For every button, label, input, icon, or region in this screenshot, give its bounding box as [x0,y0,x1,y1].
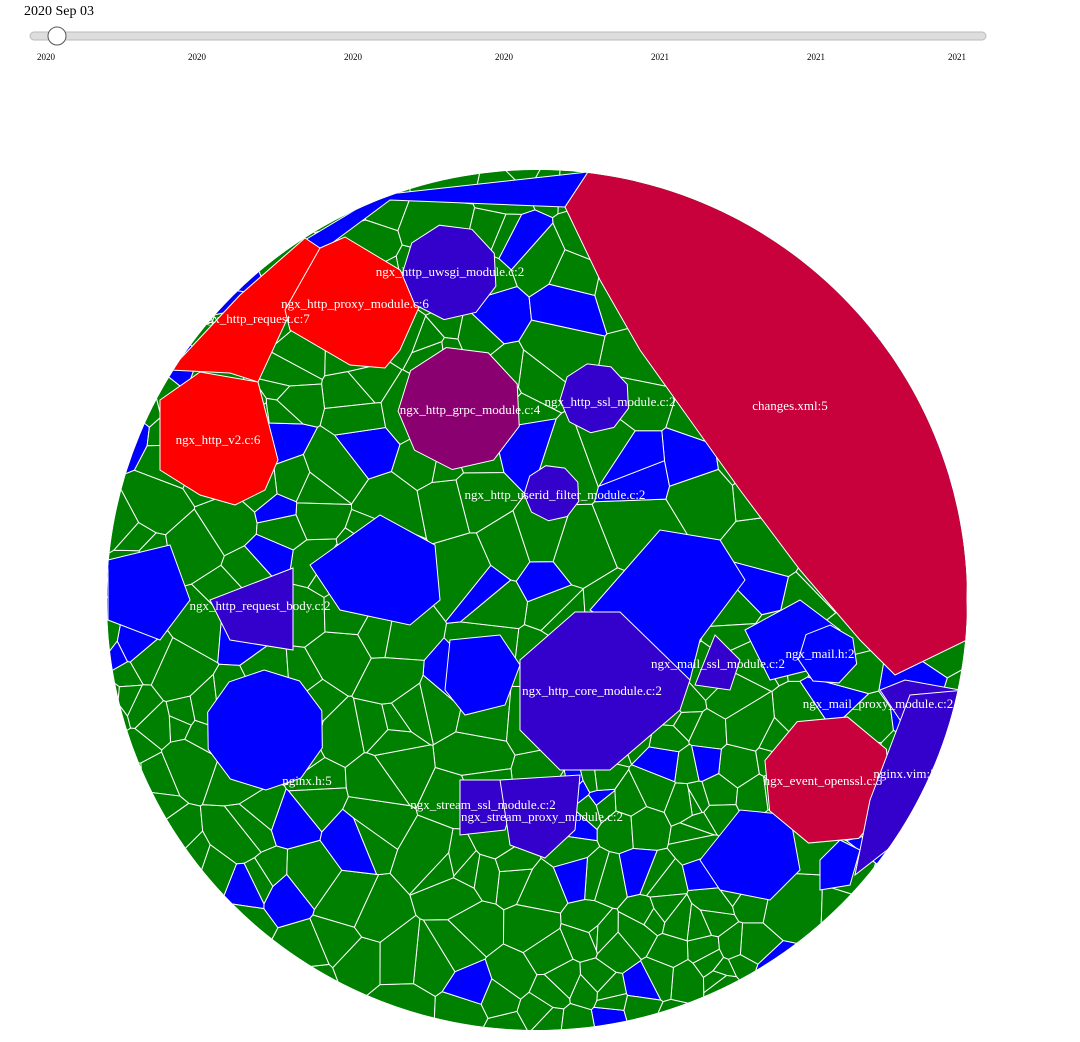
cell [107,802,204,945]
slider-tick-label: 2020 [344,52,363,62]
cell-label: ngx_mail_ssl_module.c:2 [651,656,785,671]
cell [107,830,211,1012]
cell [724,690,775,752]
date-label: 2020 Sep 03 [24,4,94,19]
cell [107,762,144,800]
cell [335,983,436,1030]
cell-label: ngx_http_proxy_module.c:6 [281,296,429,311]
cell [397,347,520,471]
cell [473,853,501,905]
cell [694,634,741,691]
cell [559,363,629,434]
cell-label: ngx_mail.h:2 [786,646,855,661]
cell [209,567,294,651]
cell [499,774,581,859]
cell-label: ngx_http_userid_filter_module.c:2 [465,487,646,502]
cell-label: ngx_mail_proxy_module.c:2 [803,696,954,711]
cell [276,383,325,428]
cell-label: ngx_stream_ssl_module.c:2 [410,797,556,812]
cell [699,909,740,938]
cell-label: ngx_http_request_body.c:2 [189,598,330,613]
cell [523,465,580,522]
cell [558,1002,600,1030]
cell-label: ngx_stream_proxy_module.c:2 [461,809,623,824]
cell [108,170,268,295]
cell-label: ngx_http_core_module.c:2 [522,683,662,698]
cell [528,973,571,1010]
cell [797,624,858,684]
cell [319,808,378,875]
cell [661,893,693,942]
cell [309,914,363,969]
cell [444,634,521,716]
cell-label: ngx_http_request.c:7 [200,311,310,326]
cell-label: changes.xml:5 [752,398,827,413]
cell [480,978,522,1019]
cell [344,752,412,807]
cell [207,669,323,791]
cell [284,236,421,369]
cell [107,170,217,337]
cell [309,514,441,626]
cell [915,766,967,864]
cell [107,790,190,874]
cell [618,847,658,898]
cell-label: ngx_event_openssl.c:5 [764,773,883,788]
cell [862,862,967,997]
cell [748,940,905,1030]
cell [107,901,279,1030]
cell [699,809,801,901]
cell [623,994,664,1030]
cell [819,839,861,891]
cell [552,856,589,904]
cell [107,544,191,641]
cell [819,884,967,1030]
cell-label: ngx_http_grpc_module.c:4 [400,402,541,417]
cell [764,716,892,844]
slider-tick-label: 2021 [651,52,669,62]
cell [351,657,425,705]
slider-tick-label: 2020 [188,52,207,62]
cell-label: nginx.vim:2 [873,766,936,781]
cell [712,956,738,978]
cell [498,209,554,271]
slider-handle[interactable] [47,26,67,46]
cell [595,789,617,824]
cell [596,907,619,955]
slider-track[interactable] [29,31,987,41]
cell [816,170,967,314]
cell [691,744,722,782]
cell [445,564,512,624]
cell-label: ngx_http_v2.c:6 [176,432,261,447]
cell [519,611,691,771]
cell-label: nginx.h:5 [282,773,331,788]
cell [188,963,350,1030]
cell [107,306,162,428]
slider-tick-label: 2021 [807,52,825,62]
cell [255,514,308,551]
cell [401,224,497,321]
cell [702,970,728,994]
slider-tick-label: 2020 [37,52,56,62]
cell [150,636,220,702]
cell [159,371,279,506]
slider-tick-label: 2020 [495,52,514,62]
cell-label: ngx_http_ssl_module.c:2 [544,394,675,409]
slider-tick-label: 2021 [948,52,966,62]
cell [379,914,421,986]
cell-label: ngx_http_uwsgi_module.c:2 [376,264,524,279]
